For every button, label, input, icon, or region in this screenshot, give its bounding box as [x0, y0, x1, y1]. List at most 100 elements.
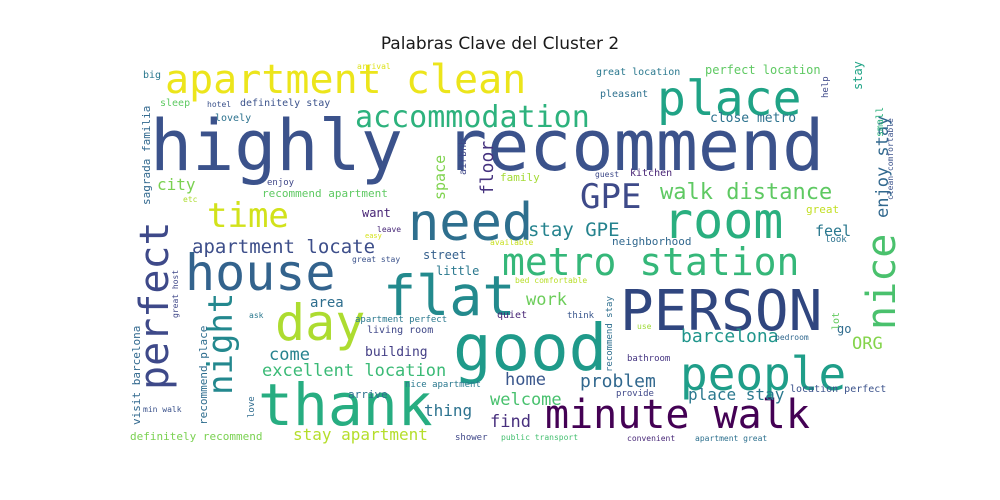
- word-kitchen: kitchen: [630, 168, 672, 179]
- word-stay-gpe: stay GPE: [528, 219, 620, 241]
- word-perfect: perfect: [132, 221, 178, 390]
- word-apartment-locate: apartment locate: [192, 236, 375, 258]
- word-place: place: [657, 71, 802, 127]
- word-arrival: arrival: [357, 62, 391, 71]
- word-etc: etc: [183, 195, 198, 204]
- word-apartment-clean: apartment clean: [165, 57, 526, 103]
- word-hotel: hotel: [207, 100, 231, 109]
- word-pleasant: pleasant: [600, 89, 648, 100]
- word-bed-comfortable: bed comfortable: [515, 276, 587, 285]
- word-neighborhood: neighborhood: [612, 235, 691, 248]
- word-day: day: [275, 294, 365, 352]
- word-airbnb: airbnb: [458, 139, 469, 175]
- word-room: room: [663, 192, 783, 250]
- word-area: area: [310, 295, 344, 311]
- word-highly-recommend: highly recommend: [150, 105, 824, 187]
- word-place-stay: place stay: [688, 385, 785, 404]
- word-recommend-place: recommend place: [197, 326, 210, 425]
- word-enjoy: enjoy: [267, 178, 295, 188]
- word-welcome: welcome: [490, 390, 562, 410]
- word-time: time: [207, 196, 289, 236]
- word-minute-walk: minute walk: [545, 392, 810, 438]
- word-go: go: [837, 322, 851, 336]
- word-thing: thing: [424, 401, 472, 420]
- word-location-perfect: location perfect: [790, 384, 886, 395]
- word-sagrada-familia: sagrada familia: [140, 106, 153, 205]
- word-apartment-great: apartment great: [695, 434, 767, 443]
- word-love: love: [247, 396, 257, 418]
- word-easy: easy: [365, 232, 382, 240]
- word-barcelona: barcelona: [681, 326, 779, 347]
- word-floor: floor: [477, 141, 498, 195]
- word-street: street: [423, 248, 466, 262]
- word-use: use: [637, 322, 652, 331]
- word-public-transport: public transport: [501, 433, 578, 442]
- word-enjoy-stay: enjoy stay: [873, 116, 893, 218]
- word-gpe: GPE: [580, 177, 641, 217]
- word-building: building: [365, 345, 428, 360]
- word-great: great: [806, 203, 839, 216]
- word-min-walk: min walk: [143, 405, 182, 414]
- word-clean-comfortable: clean comfortable: [886, 118, 895, 200]
- word-little: little: [436, 264, 479, 278]
- word-close-metro: close metro: [710, 111, 796, 126]
- word-city: city: [157, 175, 196, 194]
- word-want: want: [362, 206, 391, 220]
- word-recommend-stay: recommend stay: [605, 296, 615, 372]
- word-arrive: arrive: [348, 388, 388, 401]
- word-find: find: [490, 412, 531, 432]
- word-guest: guest: [595, 170, 619, 179]
- word-sleep: sleep: [160, 98, 190, 109]
- word-great-location: great location: [596, 67, 680, 78]
- word-home: home: [505, 370, 546, 390]
- word-space: space: [431, 155, 449, 200]
- word-great-host: great host: [171, 270, 180, 318]
- word-help: help: [821, 76, 831, 98]
- word-nice-apartment: nice apartment: [405, 380, 481, 390]
- word-small: small: [875, 107, 886, 137]
- word-lot: lot: [831, 312, 842, 330]
- word-great-stay: great stay: [352, 255, 400, 264]
- word-definitely-stay: definitely stay: [240, 98, 330, 109]
- word-flat: flat: [383, 264, 515, 328]
- word-definitely-recommend: definitely recommend: [130, 430, 262, 443]
- word-metro-station: metro station: [502, 240, 799, 284]
- word-walk-distance: walk distance: [660, 180, 832, 205]
- word-think: think: [567, 311, 595, 321]
- word-bedroom: bedroom: [775, 333, 809, 342]
- word-perfect-location: perfect location: [705, 63, 821, 77]
- word-thank: thank: [258, 371, 433, 439]
- word-big: big: [143, 70, 161, 81]
- word-org: ORG: [852, 334, 883, 354]
- word-quiet: quiet: [497, 310, 527, 321]
- word-work: work: [526, 290, 567, 310]
- word-person: PERSON: [620, 279, 822, 344]
- word-convenient: convenient: [627, 434, 675, 443]
- word-house: house: [185, 244, 336, 302]
- chart-title: Palabras Clave del Cluster 2: [380, 34, 620, 54]
- word-bathroom: bathroom: [627, 354, 670, 364]
- word-look: look: [825, 235, 847, 245]
- word-visit-barcelona: visit barcelona: [130, 326, 143, 425]
- word-excellent-location: excellent location: [262, 361, 446, 381]
- word-people: people: [680, 347, 846, 401]
- word-provide: provide: [616, 389, 654, 399]
- word-accommodation: accommodation: [355, 100, 590, 135]
- word-living-room: living room: [367, 325, 433, 336]
- word-feel: feel: [815, 222, 851, 240]
- word-stay-apartment: stay apartment: [293, 425, 428, 444]
- word-apartment-perfect: apartment perfect: [355, 315, 447, 325]
- word-available: available: [490, 238, 534, 247]
- word-family: family: [500, 171, 540, 184]
- word-nice: nice: [859, 234, 905, 330]
- word-night: night: [201, 293, 241, 395]
- word-need: need: [408, 193, 533, 253]
- word-shower: shower: [455, 433, 488, 443]
- word-stay: stay: [851, 61, 865, 90]
- word-lovely: lovely: [215, 113, 251, 124]
- word-problem: problem: [580, 371, 656, 392]
- word-good: good: [453, 312, 607, 386]
- word-ask: ask: [249, 311, 264, 320]
- word-come: come: [269, 345, 310, 365]
